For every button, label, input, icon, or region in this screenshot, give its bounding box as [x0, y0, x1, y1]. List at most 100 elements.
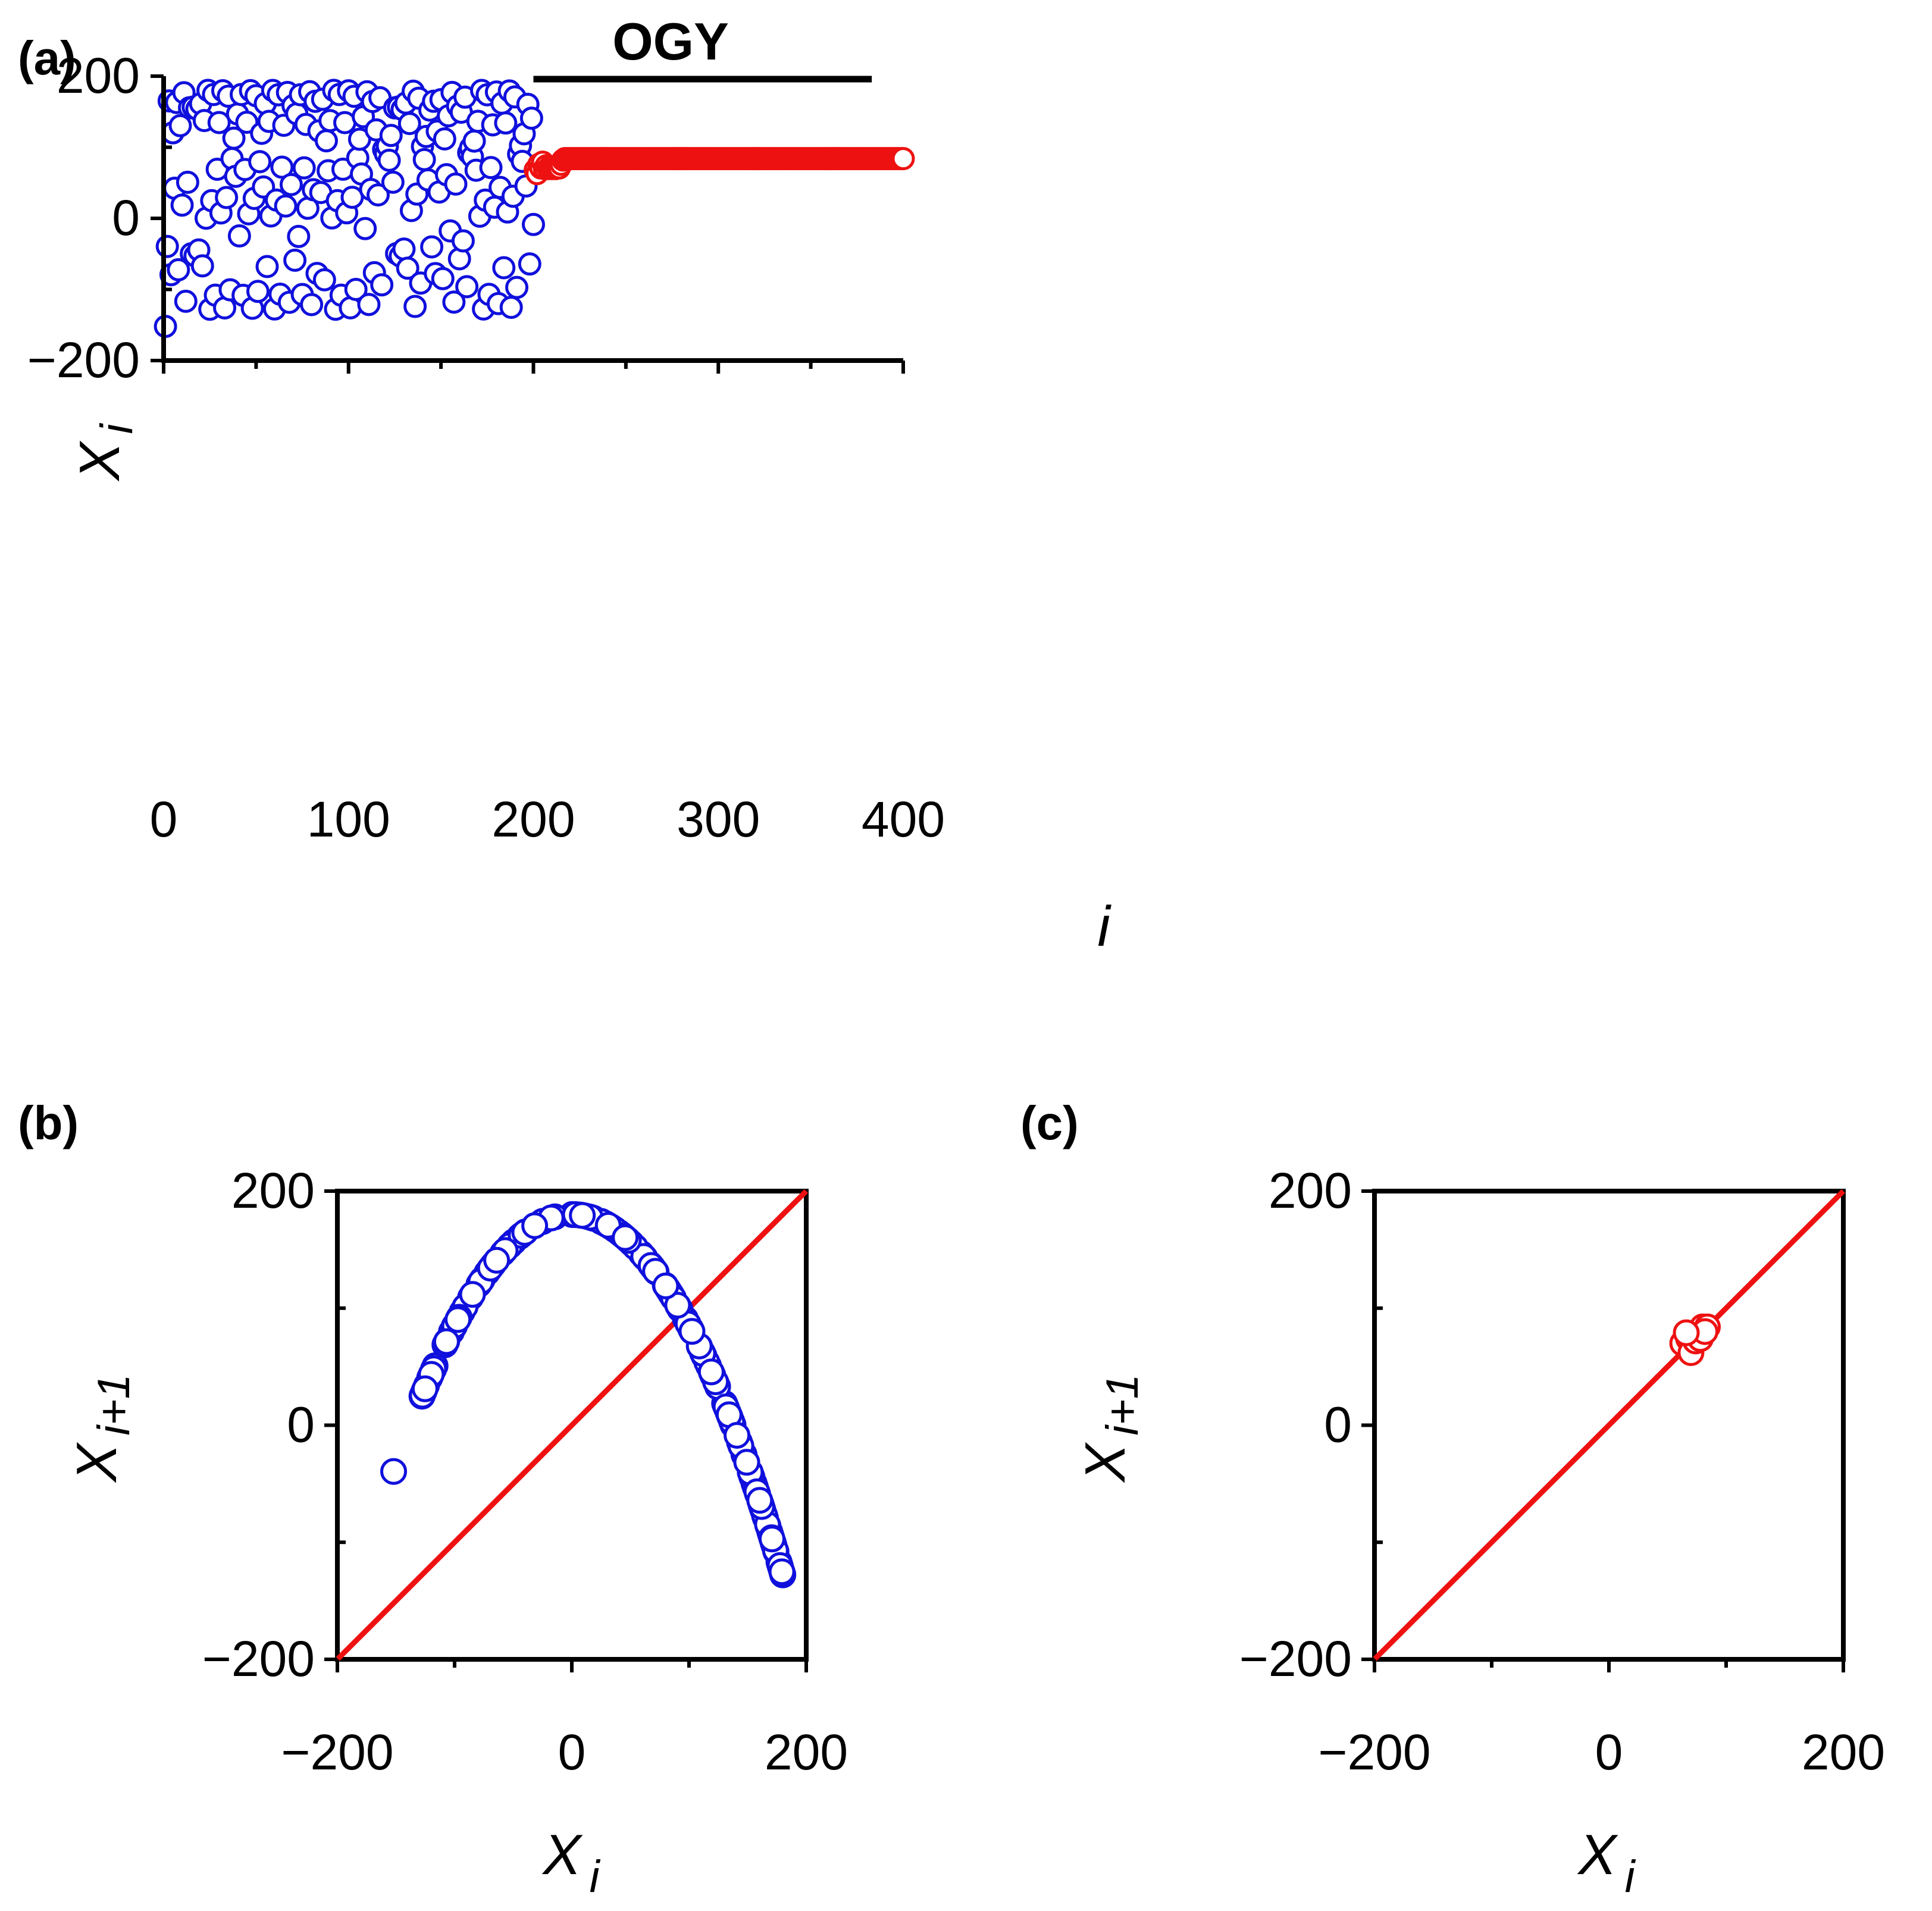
a-point-uncontrolled [155, 234, 179, 258]
b-point [664, 1292, 691, 1319]
c-y-tick-label: 200 [1269, 1163, 1352, 1218]
panel-c-xlabel-sub: i [1625, 1852, 1636, 1902]
a-point-uncontrolled [412, 148, 436, 171]
b-point [746, 1487, 774, 1514]
a-point-uncontrolled [292, 156, 316, 180]
panel-a-xlabel-text: i [1097, 895, 1111, 958]
a-point-uncontrolled [366, 183, 390, 207]
c-point [1673, 1319, 1700, 1346]
panel-c-ylabel: Xi+1 [1073, 1374, 1148, 1483]
b-point [521, 1212, 549, 1239]
a-point-uncontrolled [392, 237, 416, 261]
a-point-uncontrolled [381, 170, 405, 194]
a-point-uncontrolled [451, 229, 475, 253]
b-point [697, 1358, 725, 1386]
a-point-uncontrolled [479, 156, 503, 180]
a-point-uncontrolled [207, 111, 231, 134]
a-point-uncontrolled [420, 235, 444, 259]
c-y-tick-label: −200 [1239, 1631, 1352, 1687]
a-point-uncontrolled [344, 277, 368, 301]
c-x-tick-label: 200 [1802, 1724, 1885, 1780]
b-point [652, 1272, 680, 1299]
a-point-uncontrolled [300, 293, 324, 317]
a-point-uncontrolled [174, 289, 198, 313]
a-point-uncontrolled [518, 252, 541, 276]
a-point-uncontrolled [170, 193, 194, 217]
svg-text:Xi+1: Xi+1 [1073, 1374, 1148, 1483]
a-y-tick-label: 200 [57, 48, 140, 104]
a-point-uncontrolled [167, 258, 190, 281]
panel-c-plot: −200 0 200 −200 0 200 [1239, 1163, 1885, 1780]
a-point-uncontrolled [499, 296, 523, 319]
a-point-uncontrolled [379, 124, 403, 148]
b-y-tick-label: −200 [202, 1631, 315, 1687]
a-point-uncontrolled [370, 273, 394, 297]
c-x-tick-label: −200 [1318, 1724, 1430, 1780]
a-point-uncontrolled [215, 186, 239, 209]
a-point-uncontrolled [246, 280, 270, 303]
a-point-uncontrolled [255, 255, 279, 278]
panel-a-axes: −200 0 200 0 100 200 300 400 [27, 48, 945, 847]
a-point-uncontrolled [519, 106, 543, 130]
b-point [459, 1281, 486, 1308]
a-point-uncontrolled [357, 293, 381, 317]
panel-c-xlabel-main: X [1577, 1823, 1619, 1887]
a-y-tick-label: −200 [27, 332, 140, 388]
a-point-uncontrolled [492, 256, 516, 280]
b-point [758, 1525, 785, 1553]
a-point-uncontrolled [248, 150, 272, 174]
ogy-annotation: OGY [533, 12, 872, 83]
b-point [733, 1449, 760, 1476]
b-point [724, 1421, 751, 1449]
panel-a: (a) OGY −200 0 200 0 100 200 300 400 i Xi [18, 12, 1111, 958]
panel-b-ylabel-sub: i+1 [89, 1374, 139, 1436]
b-point [612, 1224, 639, 1251]
a-point-uncontrolled [222, 126, 246, 150]
panel-b-xlabel-main: X [542, 1823, 584, 1887]
panel-a-ylabel-sub: i [92, 422, 142, 434]
a-point-uncontrolled [274, 194, 298, 218]
a-x-tick-label: 400 [862, 791, 945, 847]
a-point-uncontrolled [505, 275, 529, 299]
panel-b-xlabel-sub: i [590, 1852, 601, 1902]
a-point-uncontrolled [433, 127, 456, 151]
a-x-tick-label: 200 [491, 791, 575, 847]
a-point-uncontrolled [462, 129, 486, 153]
b-x-tick-label: −200 [281, 1724, 393, 1780]
panel-a-xlabel: i [1097, 895, 1111, 958]
a-point-controlled [891, 147, 915, 171]
b-point [380, 1458, 408, 1485]
a-point-uncontrolled [283, 248, 307, 272]
svg-text:Xi: Xi [1577, 1823, 1636, 1902]
a-point-uncontrolled [403, 295, 427, 318]
panel-b-ylabel-main: X [65, 1442, 129, 1483]
a-point-uncontrolled [397, 112, 421, 136]
panel-b-plot: −200 0 200 −200 0 200 [202, 1163, 848, 1780]
panel-b-label: (b) [18, 1097, 79, 1149]
b-point [678, 1318, 706, 1345]
b-y-tick-label: 200 [231, 1163, 315, 1218]
panel-c-ylabel-sub: i+1 [1097, 1374, 1148, 1436]
panel-a-ylabel-main: X [68, 440, 131, 481]
a-point-uncontrolled [444, 172, 468, 196]
panel-a-label: (a) [18, 32, 76, 84]
a-point-uncontrolled [431, 267, 455, 290]
b-point [433, 1328, 460, 1355]
a-y-tick-label: 0 [112, 190, 140, 246]
b-point [411, 1375, 439, 1402]
b-x-tick-label: 200 [765, 1724, 848, 1780]
panel-a-ylabel: Xi [68, 422, 142, 481]
a-x-tick-label: 0 [150, 791, 178, 847]
b-diagonal [335, 1189, 809, 1662]
b-point [483, 1246, 511, 1274]
b-x-tick-label: 0 [558, 1724, 586, 1780]
a-point-uncontrolled [522, 212, 545, 236]
a-point-uncontrolled [396, 256, 419, 280]
c-y-tick-label: 0 [1324, 1397, 1352, 1453]
svg-text:Xi: Xi [542, 1823, 601, 1902]
a-x-tick-label: 100 [307, 791, 390, 847]
a-point-uncontrolled [494, 111, 518, 135]
